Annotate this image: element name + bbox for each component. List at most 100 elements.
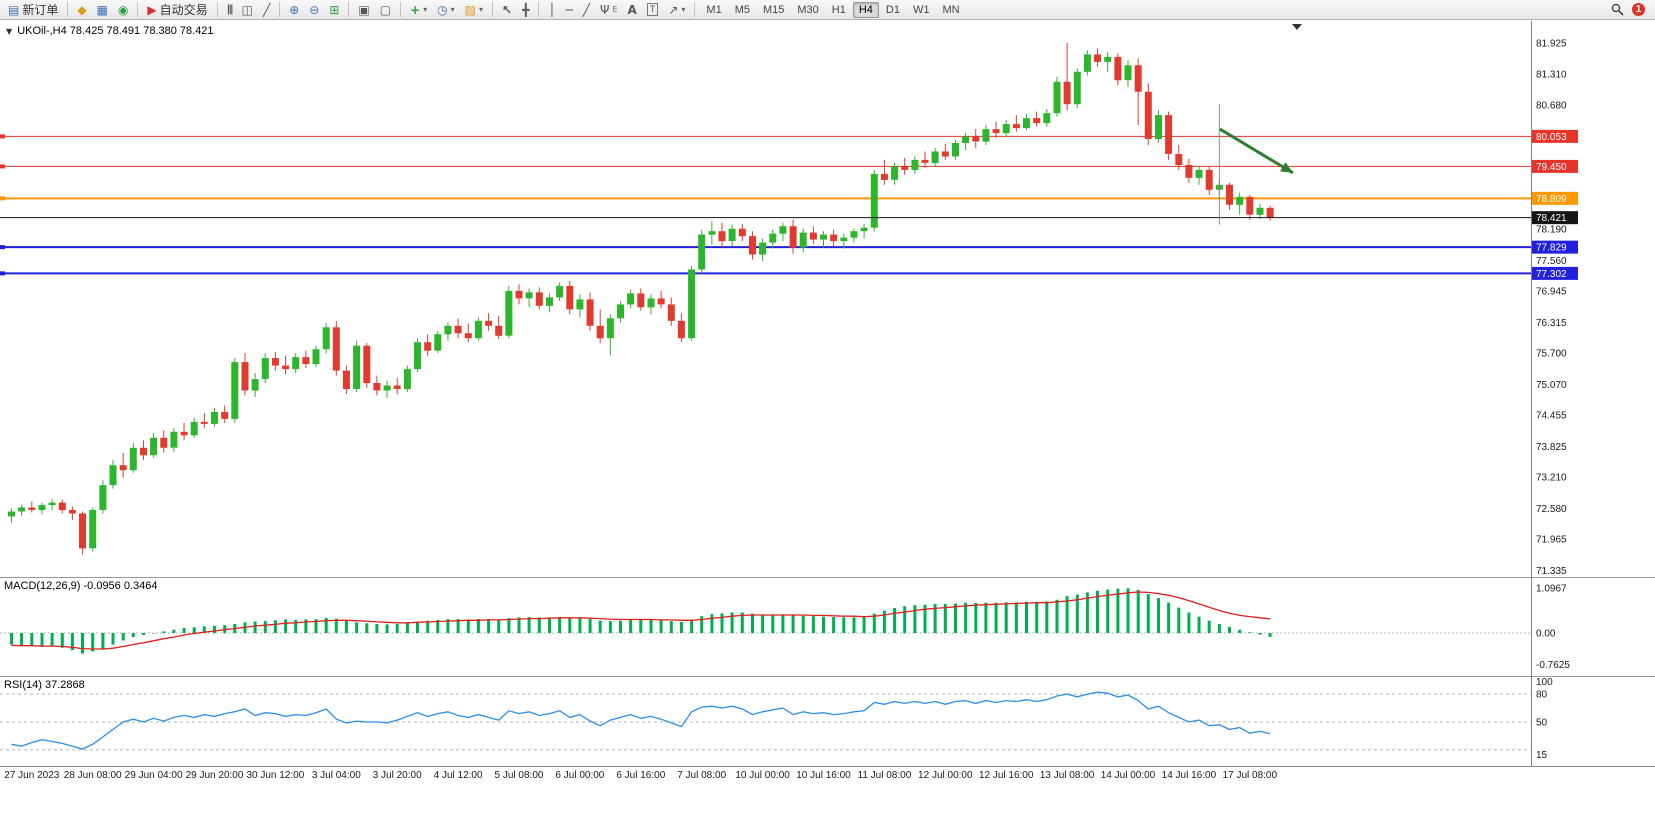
rsi-value: 37.2868 [44,679,85,691]
zoom-out-icon: ⊖ [309,2,320,17]
label-tool-icon: T [646,3,659,16]
dropdown-arrow-icon: ▾ [450,5,455,14]
timeframe-w1[interactable]: W1 [912,3,930,16]
fibonacci-icon: Ψ [600,2,610,17]
svg-text:77.829: 77.829 [1536,243,1567,254]
cursor-tool-button[interactable]: ↖ [498,3,516,17]
zoom-in-icon: ⊕ [289,2,300,17]
tile-windows-button[interactable]: ⊞ [325,3,343,17]
macd-title: MACD(12,26,9) [4,580,81,592]
toolbar-separator [492,2,494,17]
text-tool-button[interactable]: A [624,3,641,17]
dropdown-arrow-icon: ▾ [479,5,484,14]
crosshair-icon: ╋ [522,2,530,17]
trendline-tool-button[interactable]: ╱ [579,3,594,17]
cascade-windows-button[interactable]: ▣ [354,3,373,17]
auto-trading-button[interactable]: ▶ 自动交易 [143,0,211,19]
time-label: 3 Jul 20:00 [372,770,422,781]
time-label: 29 Jun 20:00 [185,770,244,781]
arrange-windows-button[interactable]: ▢ [376,3,395,17]
svg-text:-0.7625: -0.7625 [1536,660,1570,671]
timeframe-m15[interactable]: M15 [762,3,785,16]
main-toolbar: ▤ 新订单 ◆ ▦ ◉ ▶ 自动交易 ||| ◫ ╱ ⊕ ⊖ ⊞ ▣ ▢ + ▾ [0,0,1655,20]
svg-text:80: 80 [1536,690,1548,701]
line-chart-icon: ╱ [262,2,271,17]
timeframe-group: M1 M5 M15 M30 H1 H4 D1 W1 MN [700,1,965,18]
time-label: 10 Jul 16:00 [796,770,851,781]
add-indicator-button[interactable]: + ▾ [406,3,431,17]
dropdown-arrow-icon: ▾ [423,5,428,14]
svg-text:73.210: 73.210 [1536,473,1567,484]
signals-button[interactable]: ◉ [114,3,132,17]
svg-text:0.00: 0.00 [1536,629,1556,640]
rsi-title: RSI(14) [4,679,42,691]
time-label: 12 Jul 16:00 [978,770,1034,781]
periods-button[interactable]: ◷ ▾ [433,3,459,17]
arrows-tool-button[interactable]: ↗ ▾ [664,3,689,17]
toolbar-right-group: 1 [1611,3,1651,16]
search-button[interactable] [1611,3,1624,16]
new-order-label: 新订单 [22,3,59,17]
zoom-out-button[interactable]: ⊖ [305,3,323,17]
rsi-indicator-label: RSI(14) 37.2868 [4,679,85,691]
timeframe-d1[interactable]: D1 [885,3,900,16]
toolbar-separator [279,2,281,17]
crosshair-tool-button[interactable]: ╋ [518,3,533,17]
time-label: 12 Jul 00:00 [918,770,973,781]
new-order-button[interactable]: ▤ 新订单 [4,0,62,19]
timeframe-m5[interactable]: M5 [734,3,750,16]
line-chart-mode-button[interactable]: ╱ [259,3,274,17]
time-label: 30 Jun 12:00 [246,770,305,781]
market-watch-button[interactable]: ▦ [93,3,112,17]
dropdown-arrow-icon: ▾ [681,5,686,14]
macd-panel-canvas[interactable]: 1.0967 0.00 -0.7625 [0,577,1655,676]
cascade-windows-icon: ▣ [358,2,370,17]
svg-text:77.560: 77.560 [1536,256,1567,267]
timeframe-mn[interactable]: MN [942,3,960,16]
horizontal-line-tool-button[interactable]: ─ [562,3,577,17]
time-label: 3 Jul 04:00 [311,770,361,781]
tile-windows-icon: ⊞ [329,2,340,17]
time-label: 6 Jul 16:00 [616,770,666,781]
svg-text:78.421: 78.421 [1536,213,1567,224]
svg-text:73.825: 73.825 [1536,442,1567,453]
time-label: 13 Jul 08:00 [1039,770,1095,781]
svg-text:79.450: 79.450 [1536,162,1567,173]
timeframe-h1[interactable]: H1 [831,3,846,16]
toolbar-separator [694,2,696,17]
svg-text:81.310: 81.310 [1536,69,1567,80]
chart-profiles-button[interactable]: ◆ [73,3,90,17]
time-label: 10 Jul 00:00 [735,770,790,781]
time-label: 14 Jul 16:00 [1161,770,1217,781]
toolbar-separator [67,2,69,17]
candlestick-mode-button[interactable]: ◫ [238,3,257,17]
svg-text:75.070: 75.070 [1536,380,1567,391]
svg-text:81.925: 81.925 [1536,39,1567,50]
main-chart-canvas[interactable]: 81.925 81.310 80.680 78.190 77.560 76.945 76.3… [0,21,1655,577]
template-icon: ▨ [464,2,477,17]
vertical-line-tool-button[interactable]: │ [544,3,559,17]
time-label: 5 Jul 08:00 [494,770,544,781]
zoom-in-button[interactable]: ⊕ [285,3,303,17]
timeframe-m1[interactable]: M1 [706,3,722,16]
trendline-icon: ╱ [582,2,591,17]
label-tool-button[interactable]: T [643,2,663,17]
bar-chart-mode-button[interactable]: ||| [223,4,236,16]
svg-text:80.053: 80.053 [1536,132,1567,143]
notification-badge[interactable]: 1 [1632,3,1645,16]
arrows-tool-icon: ↗ [668,2,679,17]
templates-button[interactable]: ▨ ▾ [461,3,487,17]
timeframe-m30[interactable]: M30 [797,3,819,16]
symbol-title: UKOil-,H4 [17,25,67,37]
toolbar-separator [137,2,139,17]
macd-values: -0.0956 0.3464 [83,580,158,592]
time-label: 17 Jul 08:00 [1222,770,1278,781]
time-label: 28 Jun 08:00 [63,770,122,781]
rsi-panel-canvas[interactable]: 100 80 50 15 [0,676,1655,766]
timeframe-h4[interactable]: H4 [852,1,879,18]
toolbar-separator [538,2,540,17]
text-tool-icon: A [627,2,637,17]
time-label: 7 Jul 08:00 [677,770,727,781]
arrange-windows-icon: ▢ [379,2,392,17]
